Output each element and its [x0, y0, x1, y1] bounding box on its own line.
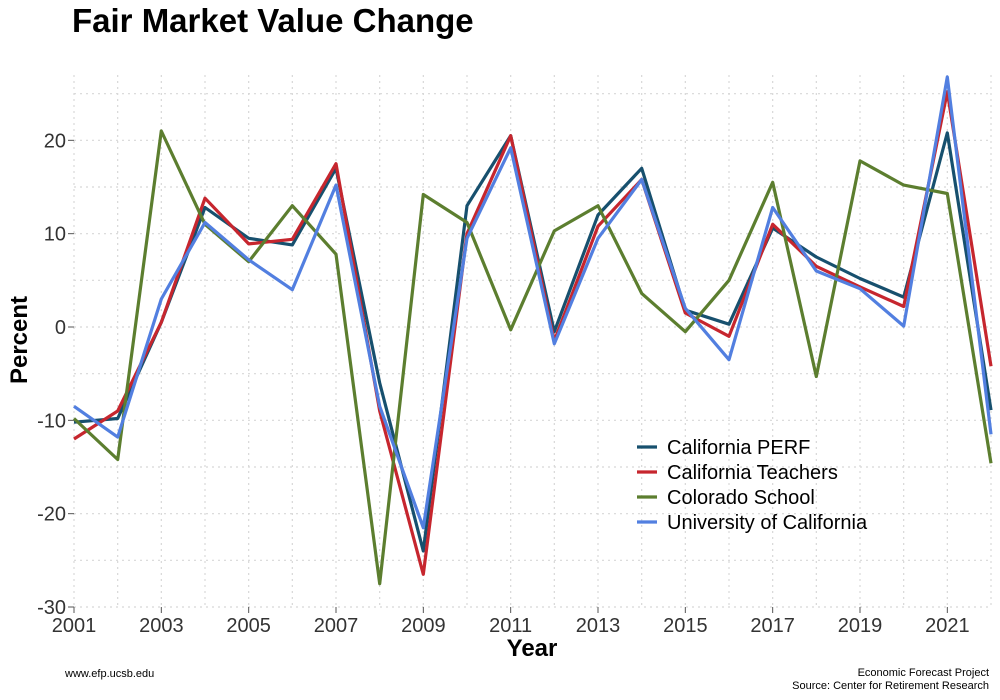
x-tick-label: 2005 — [226, 615, 271, 637]
legend-label: University of California — [667, 512, 868, 534]
x-tick-label: 2003 — [139, 615, 184, 637]
x-tick-label: 2013 — [576, 615, 621, 637]
y-tick-label: 0 — [55, 317, 66, 339]
x-axis-ticks: 2001 2003 2005 2007 2009 2011 2013 2015 2017 2019… — [52, 607, 970, 637]
x-tick-label: 2007 — [314, 615, 359, 637]
x-tick-label: 2017 — [750, 615, 795, 637]
x-axis-label: Year — [507, 635, 558, 662]
x-tick-label: 2009 — [401, 615, 446, 637]
y-tick-label: -10 — [37, 410, 66, 432]
series-line-university-of-california — [73, 75, 993, 530]
chart-title: Fair Market Value Change — [72, 2, 474, 39]
y-axis-ticks: -30 -20 -10 0 10 20 — [37, 130, 74, 619]
grid-lines — [73, 75, 992, 608]
legend-label: Colorado School — [667, 487, 815, 509]
x-tick-label: 2015 — [663, 615, 708, 637]
footer-project: Economic Forecast Project — [857, 667, 989, 679]
x-tick-label: 2019 — [838, 615, 883, 637]
legend-label: California Teachers — [667, 462, 838, 484]
y-tick-label: 10 — [44, 224, 66, 246]
y-tick-label: 20 — [44, 130, 66, 152]
series-lines — [72, 75, 993, 586]
y-axis-label: Percent — [6, 296, 33, 384]
x-tick-label: 2011 — [489, 615, 532, 637]
footer-credits: Economic Forecast Project Source: Center… — [792, 667, 989, 693]
x-tick-label: 2001 — [52, 615, 97, 637]
footer-source: Source: Center for Retirement Research — [792, 680, 989, 692]
legend-label: California PERF — [667, 437, 810, 459]
series-line-california-teachers — [73, 90, 993, 576]
y-tick-label: -30 — [37, 597, 66, 619]
footer-website: www.efp.ucsb.edu — [65, 668, 155, 680]
legend: California PERF California Teachers Colora… — [637, 437, 868, 534]
x-tick-label: 2021 — [925, 615, 970, 637]
y-tick-label: -20 — [37, 504, 66, 526]
